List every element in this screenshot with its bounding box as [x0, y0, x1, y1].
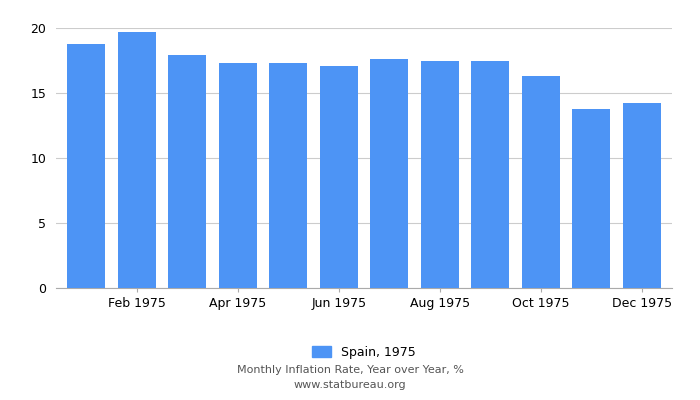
Bar: [67, 44, 105, 288]
Bar: [270, 63, 307, 288]
Legend: Spain, 1975: Spain, 1975: [307, 341, 421, 364]
Bar: [370, 59, 408, 288]
Bar: [168, 55, 206, 288]
Text: www.statbureau.org: www.statbureau.org: [294, 380, 406, 390]
Bar: [623, 103, 661, 288]
Bar: [573, 108, 610, 288]
Bar: [219, 63, 257, 288]
Text: Monthly Inflation Rate, Year over Year, %: Monthly Inflation Rate, Year over Year, …: [237, 365, 463, 375]
Bar: [471, 60, 509, 288]
Bar: [118, 32, 155, 288]
Bar: [320, 66, 358, 288]
Bar: [522, 76, 560, 288]
Bar: [421, 60, 458, 288]
